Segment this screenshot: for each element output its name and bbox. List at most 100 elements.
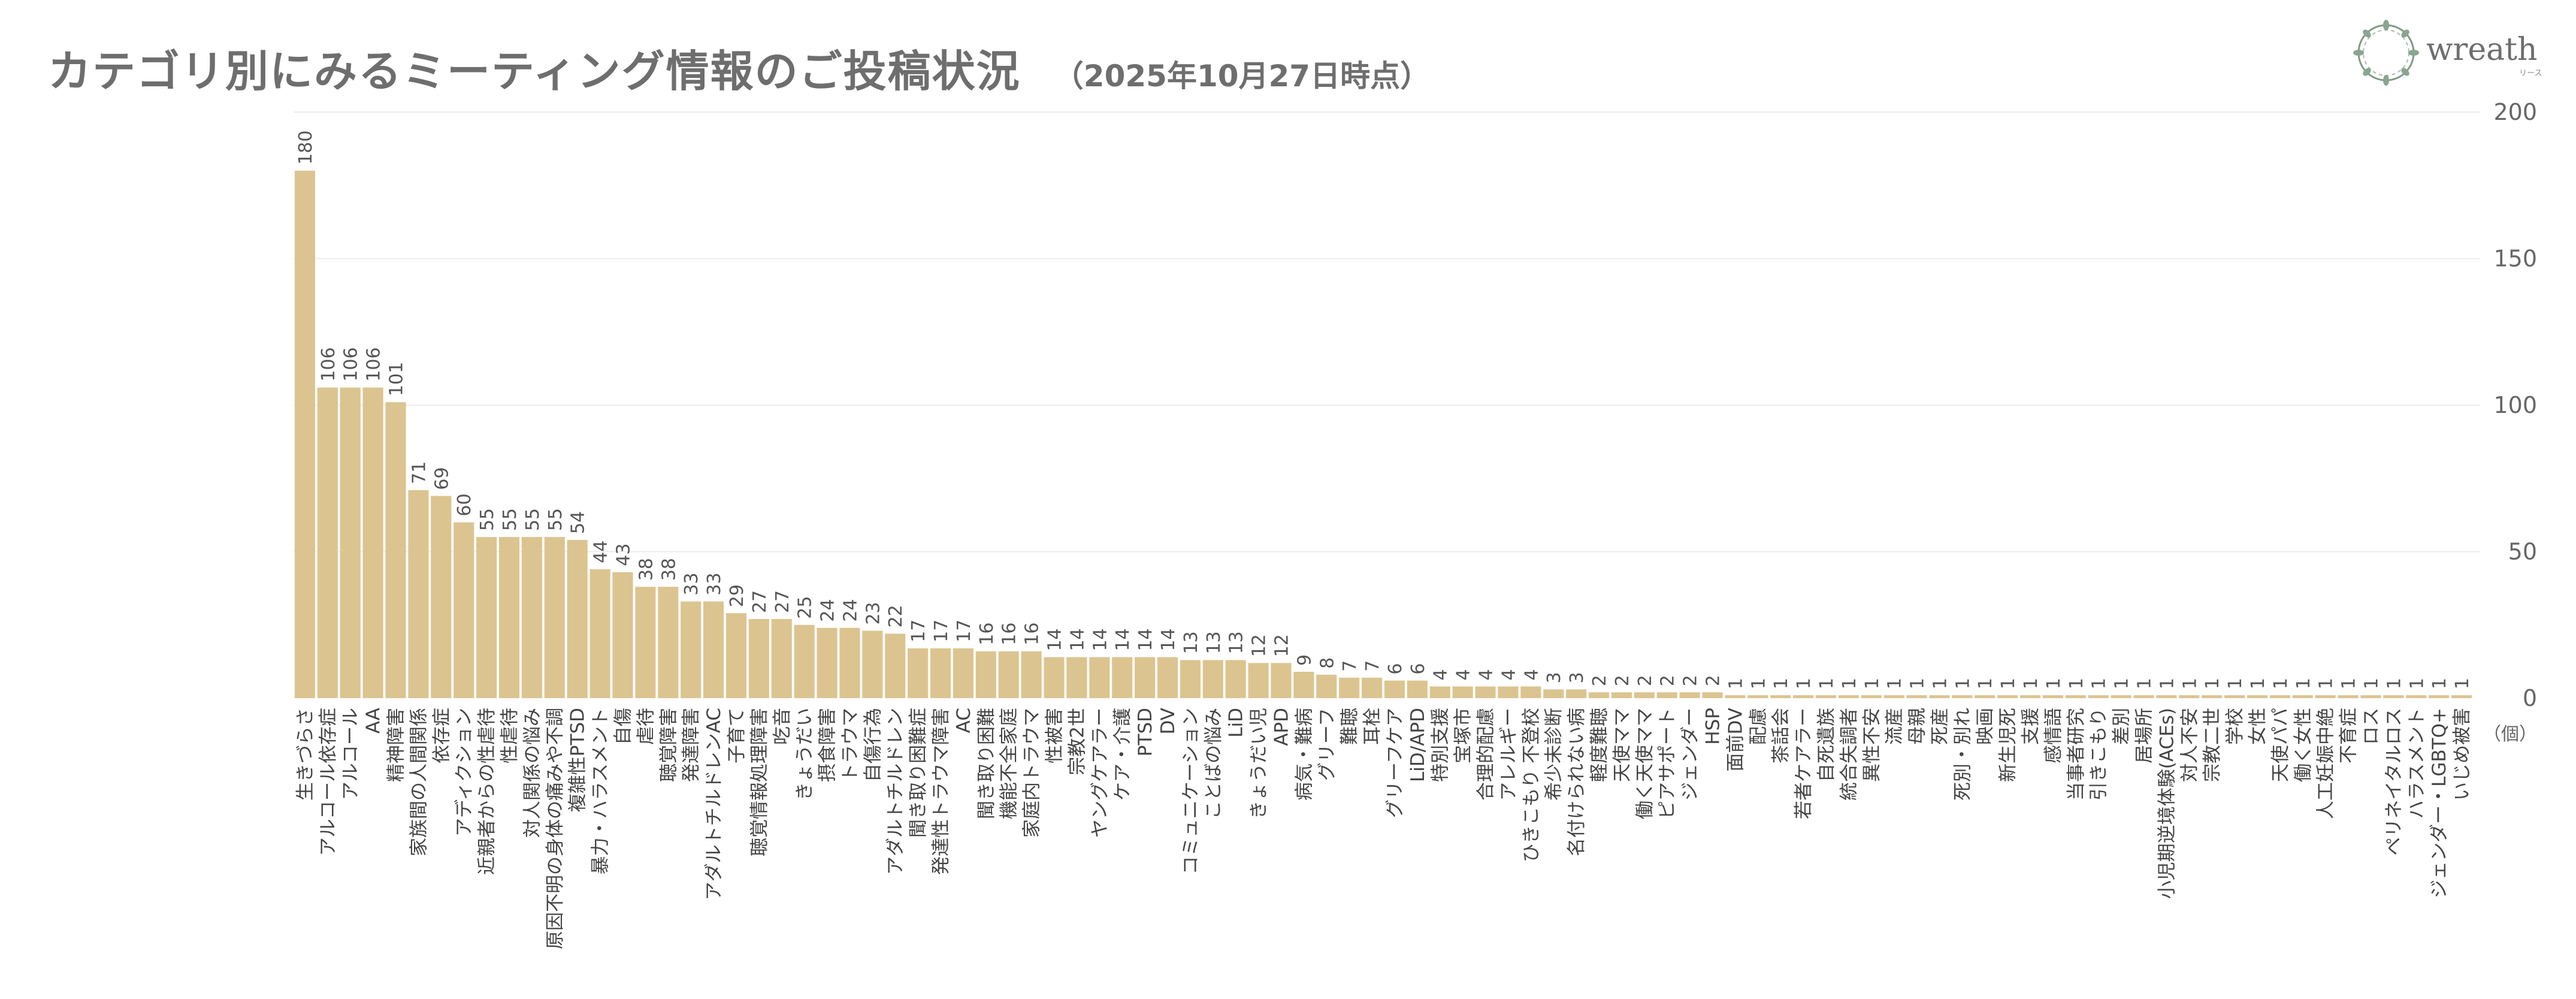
bar (885, 633, 906, 698)
category-label: きょうだい (794, 708, 816, 801)
bar (1952, 695, 1973, 698)
category-label: アダルトチルドレンAC (703, 708, 725, 900)
value-label: 1 (1839, 678, 1860, 689)
category-label: 引きこもり (2088, 708, 2110, 801)
category-label: 聞き取り困難症 (908, 708, 929, 838)
value-label: 1 (2134, 678, 2155, 689)
bar (2406, 695, 2427, 698)
value-label: 25 (795, 596, 816, 619)
category-label: 耳栓 (1362, 708, 1383, 745)
category-label: 感情語 (2043, 708, 2064, 763)
bar (2360, 695, 2381, 698)
value-label: 33 (681, 572, 702, 595)
bar (1520, 686, 1541, 698)
value-label: 3 (1544, 672, 1565, 683)
bar (1883, 695, 1904, 698)
value-label: 38 (658, 558, 679, 581)
value-label: 13 (1181, 631, 1202, 654)
bar (658, 587, 679, 698)
bar (1429, 686, 1450, 698)
value-label: 7 (1340, 660, 1360, 672)
category-label: ケア・介護 (1112, 708, 1133, 801)
category-label: 自死遺族 (1816, 708, 1837, 782)
category-label: グリーフケア (1384, 708, 1406, 818)
category-label: 女性 (2247, 708, 2269, 745)
value-label: 1 (2361, 678, 2382, 689)
category-label: 精神障害 (386, 708, 407, 782)
value-label: 106 (364, 347, 385, 381)
bar (317, 387, 338, 698)
bar (2133, 695, 2154, 698)
category-label: 複雑性PTSD (567, 708, 589, 812)
value-label: 1 (1952, 678, 1973, 689)
category-label: 病気・難病 (1293, 708, 1315, 801)
bar (2338, 695, 2359, 698)
value-label: 1 (2429, 678, 2450, 689)
value-label: 1 (2179, 678, 2200, 689)
category-label: 難聴 (1339, 708, 1360, 745)
bar (498, 537, 520, 698)
bar (2088, 695, 2109, 698)
value-label: 1 (2112, 678, 2133, 689)
value-label: 1 (2202, 678, 2223, 689)
bar (362, 387, 383, 698)
bar (1362, 677, 1383, 698)
value-label: 14 (1090, 628, 1111, 651)
bar (1997, 695, 2018, 698)
bar (1634, 692, 1655, 698)
category-label: 性虐待 (499, 708, 521, 763)
value-label: 1 (1748, 678, 1769, 689)
value-label: 8 (1317, 657, 1338, 669)
bar (1929, 695, 1950, 698)
bar (930, 648, 951, 698)
category-label: 新生児死 (1997, 708, 2019, 782)
bar (1271, 663, 1292, 698)
value-label: 14 (1135, 628, 1156, 651)
value-label: 1 (1998, 678, 2019, 689)
bar (431, 496, 452, 698)
category-label: AC (953, 708, 975, 733)
category-label: 天使パパ (2270, 708, 2291, 782)
bar (294, 170, 315, 698)
category-label: 機能不全家庭 (999, 708, 1020, 819)
bar (2179, 695, 2200, 698)
bar (1815, 695, 1837, 698)
category-label: 子育て (726, 708, 748, 763)
category-label: 対人不安 (2179, 708, 2200, 782)
y-axis-ticks: 0 50 100 150 200 (2493, 99, 2537, 711)
bar (1543, 689, 1564, 698)
category-label: 摂食障害 (817, 708, 839, 782)
bar (1021, 651, 1042, 698)
bar (862, 630, 883, 698)
bar (1316, 674, 1337, 698)
category-label: 原因不明の身体の痛みや不調 (545, 708, 566, 949)
category-label: 生きづらさ (295, 708, 316, 801)
value-label: 4 (1498, 669, 1519, 680)
value-label: 54 (568, 511, 589, 534)
category-label: 異性不安 (1861, 708, 1883, 782)
category-label: トラウマ (839, 708, 861, 782)
value-label: 17 (954, 620, 975, 642)
value-label: 6 (1385, 663, 1406, 675)
y-tick-label: 150 (2493, 246, 2537, 272)
value-label: 2 (1680, 675, 1701, 686)
category-label: 不育症 (2338, 708, 2360, 763)
y-tick-label: 200 (2493, 99, 2537, 125)
category-label: ジェンダー・LGBTQ+ (2429, 708, 2450, 898)
bar (567, 539, 588, 698)
category-label: 暴力・ハラスメント (590, 708, 612, 874)
value-label: 24 (840, 599, 861, 621)
bar (2315, 695, 2336, 698)
bar (794, 624, 815, 698)
bar (2451, 695, 2472, 698)
value-label: 1 (2384, 678, 2405, 689)
category-label: 人工妊娠中絶 (2315, 708, 2337, 819)
category-label: 依存症 (431, 708, 452, 763)
bar (408, 490, 429, 698)
wreath-logo: wreath リース (2351, 17, 2549, 89)
category-label: いじめ被害 (2451, 708, 2473, 801)
chart-subtitle: （2025年10月27日時点） (1053, 59, 1431, 93)
logo-text: wreath (2426, 32, 2538, 68)
